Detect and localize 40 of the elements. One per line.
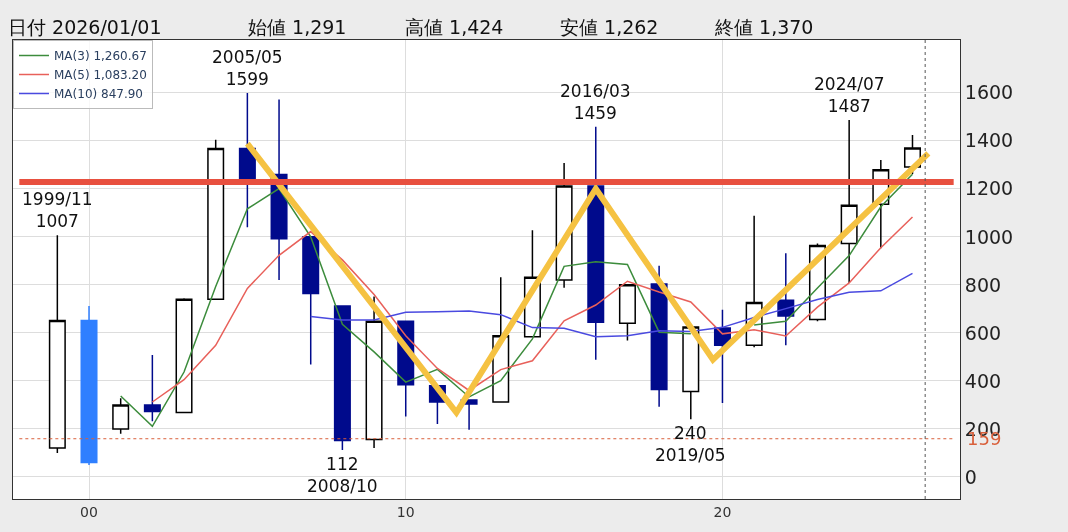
y-tick-label: 1000 — [964, 225, 1014, 248]
text: 高値 1,424 — [405, 16, 504, 38]
line-series — [151, 216, 914, 403]
y-tick-label: 600 — [964, 321, 1002, 344]
annotation: 240 2019/05 — [655, 423, 726, 466]
candlestick — [207, 139, 225, 301]
candlestick — [112, 397, 130, 435]
candlestick — [48, 234, 66, 454]
line-series — [309, 272, 914, 338]
legend-label: MA(5) 1,083.20 — [54, 68, 147, 83]
annotation: 2016/03 1459 — [560, 81, 631, 124]
x-tick-label: 10 — [396, 503, 415, 520]
x-tick-label: 20 — [713, 503, 732, 520]
candlestick — [333, 305, 351, 451]
y-tick-label: 1600 — [964, 81, 1014, 104]
text: 日付 2026/01/01 — [8, 16, 162, 38]
y-tick-label: 1200 — [964, 177, 1014, 200]
annotation: 2005/05 1599 — [212, 47, 283, 90]
y-tick-label: 0 — [964, 465, 977, 488]
annotation: 112 2008/10 — [307, 454, 378, 497]
y-tick-label: 400 — [964, 369, 1002, 392]
candlestick — [238, 92, 256, 228]
x-tick-label: 00 — [80, 503, 98, 520]
legend-label: MA(10) 847.90 — [54, 87, 143, 102]
legend-label: MA(3) 1,260.67 — [54, 49, 147, 64]
candlestick — [650, 264, 668, 408]
candlestick — [143, 354, 161, 422]
candlestick — [777, 252, 795, 347]
text: 安値 1,262 — [560, 16, 659, 38]
text: 終値 1,370 — [714, 16, 814, 38]
candlestick — [682, 326, 700, 421]
annotation: 1999/11 1007 — [22, 189, 93, 232]
text: 始値 1,291 — [248, 16, 347, 38]
candlestick — [302, 236, 320, 366]
candlestick — [618, 284, 636, 342]
annotation: 2024/07 1487 — [814, 74, 885, 117]
candlestick — [175, 297, 193, 414]
y-tick-label: 1400 — [964, 129, 1014, 152]
y-tick-label: 800 — [964, 273, 1002, 296]
candlestick — [365, 295, 383, 449]
